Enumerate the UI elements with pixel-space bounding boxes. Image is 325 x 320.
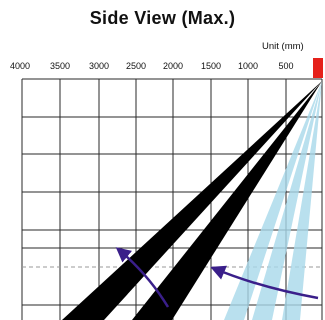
x-tick-label: 1000 (237, 61, 259, 71)
x-tick-label: 3500 (49, 61, 71, 71)
main-beam (132, 81, 322, 320)
x-tick-label: 500 (278, 61, 294, 71)
x-tick-label: 2000 (162, 61, 184, 71)
detection-beam (282, 81, 322, 320)
detection-beams (224, 81, 322, 320)
unit-label: Unit (mm) (262, 41, 304, 52)
left-curved-arrow (115, 247, 170, 308)
right-curved-arrow (210, 265, 319, 300)
x-tick-label: 2500 (125, 61, 147, 71)
detection-beam (252, 81, 322, 320)
sensor-marker (313, 58, 323, 78)
x-tick-label: 4000 (9, 61, 31, 71)
x-tick-label: 3000 (88, 61, 110, 71)
detection-beam (224, 81, 322, 320)
x-tick-label: 1500 (200, 61, 222, 71)
diagram-title: Side View (Max.) (89, 8, 236, 28)
